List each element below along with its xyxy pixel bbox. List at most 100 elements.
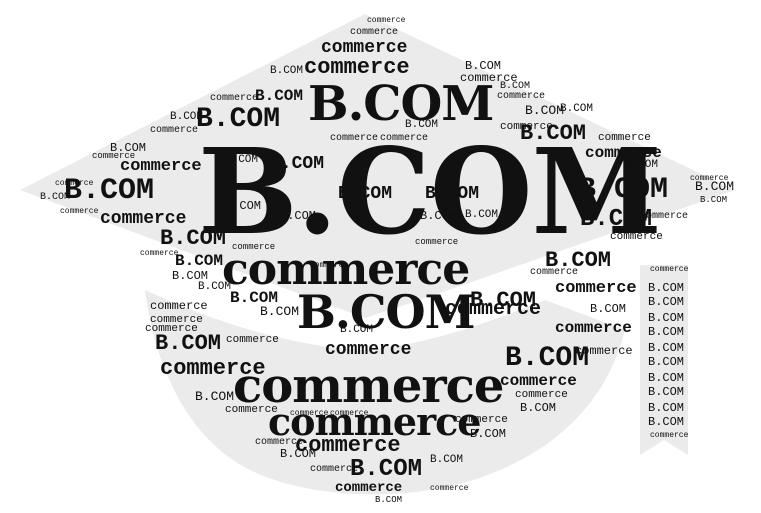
word-bcom: B.COM — [578, 173, 669, 207]
word-commerce: commerce — [55, 179, 94, 188]
word-bcom: B.COM — [545, 248, 612, 273]
word-bcom: B.COM — [270, 65, 304, 77]
word-bcom: B.COM — [580, 206, 653, 233]
word-bcom: B.COM — [648, 401, 685, 415]
word-bcom: B.COM — [648, 281, 685, 295]
word-commerce: commerce — [310, 261, 349, 270]
word-commerce: commerce — [650, 265, 689, 274]
word-bcom: B.COM — [260, 304, 300, 319]
word-bcom-top: B.COM — [308, 76, 494, 132]
word-commerce: commerce — [150, 314, 203, 326]
word-commerce: commerce — [150, 299, 208, 313]
word-commerce: commerce — [310, 464, 359, 475]
word-bcom: B.COM — [196, 104, 281, 135]
word-bcom: B.COM — [700, 195, 728, 205]
word-commerce: commerce — [330, 133, 379, 144]
word-bcom: B.COM — [525, 103, 565, 118]
word-commerce: commerce — [445, 298, 542, 321]
word-commerce: commerce — [120, 157, 202, 176]
word-bcom: B.COM — [225, 199, 262, 213]
word-commerce: commerce — [255, 437, 304, 448]
word-bcom: B.COM — [40, 192, 71, 203]
word-bcom: B.COM — [625, 159, 659, 171]
word-bcom: B.COM — [648, 325, 685, 339]
word-bcom: B.COM — [470, 427, 507, 441]
word-commerce: commerce — [92, 151, 136, 161]
word-bcom: B.COM — [695, 179, 735, 194]
word-commerce: commerce — [497, 91, 546, 102]
word-commerce: commerce — [555, 279, 637, 298]
word-bcom: B.COM — [420, 209, 457, 223]
word-bcom: B.COM — [648, 295, 685, 309]
word-commerce: commerce — [100, 209, 187, 229]
word-bcom: B.COM — [280, 447, 317, 461]
word-bcom: B.COM — [560, 103, 594, 115]
word-commerce: commerce — [330, 409, 369, 418]
word-commerce: commerce — [140, 249, 179, 258]
word-bcom: B.COM — [195, 389, 235, 404]
word-bcom: B.COM — [280, 209, 317, 223]
word-commerce: commerce — [150, 125, 199, 136]
word-commerce: commerce — [455, 414, 508, 426]
word-commerce: commerce — [640, 211, 689, 222]
word-commerce: commerce — [350, 27, 399, 38]
word-bcom: B.COM — [648, 355, 685, 369]
word-bcom: B.COM — [338, 184, 393, 204]
word-bcom: B.COM — [648, 385, 685, 399]
word-commerce: commerce — [321, 38, 408, 58]
word-commerce-bottom-2: commerce — [268, 399, 481, 444]
word-bcom: B.COM — [172, 269, 209, 283]
word-bcom: B.COM — [470, 288, 537, 313]
word-bcom: B.COM — [255, 87, 304, 105]
word-bcom: B.COM — [430, 454, 464, 466]
word-commerce: commerce — [304, 55, 410, 80]
word-bcom: B.COM — [160, 226, 227, 251]
word-commerce: commerce — [325, 340, 412, 360]
word-commerce: commerce — [575, 344, 633, 358]
word-commerce: commerce — [500, 372, 577, 390]
word-bcom: B.COM — [520, 401, 557, 415]
word-bcom: B.COM — [64, 174, 155, 208]
word-bcom: B.COM — [425, 184, 480, 204]
word-bcom: B.COM — [110, 141, 147, 155]
word-bcom: B.COM — [648, 371, 685, 385]
word-bcom: B.COM — [225, 154, 259, 166]
word-bcom-mid: B.COM — [297, 285, 475, 339]
word-commerce: commerce — [650, 431, 689, 440]
word-bcom: B.COM — [465, 59, 502, 73]
word-bcom: B.COM — [520, 121, 587, 146]
word-commerce: commerce — [690, 174, 729, 183]
word-commerce: commerce — [295, 433, 401, 458]
word-commerce: commerce — [160, 356, 266, 381]
word-bcom: B.COM — [648, 311, 685, 325]
word-bcom: B.COM — [465, 209, 499, 221]
word-commerce: commerce — [515, 389, 568, 401]
word-commerce: commerce — [380, 133, 429, 144]
word-bcom: B.COM — [198, 281, 232, 293]
word-bcom: B.COM — [230, 289, 279, 307]
word-bcom: B.COM — [648, 415, 685, 429]
word-commerce: commerce — [210, 93, 259, 104]
word-commerce: commerce — [598, 132, 651, 144]
word-bcom: B.COM — [350, 456, 423, 483]
word-commerce: commerce — [585, 144, 662, 162]
word-commerce: commerce — [60, 207, 99, 216]
word-bcom: B.COM — [375, 495, 403, 505]
word-bcom: B.COM — [170, 111, 204, 123]
word-commerce: commerce — [226, 334, 279, 346]
word-commerce: commerce — [430, 484, 469, 493]
word-commerce: commerce — [145, 323, 198, 335]
word-large-bcom: B.COM — [198, 122, 662, 261]
word-commerce: commerce — [500, 121, 553, 133]
word-bcom: B.COM — [648, 341, 685, 355]
word-commerce: commerce — [555, 319, 632, 337]
word-bcom: B.COM — [270, 154, 325, 174]
word-commerce: commerce — [367, 16, 406, 25]
word-commerce: commerce — [415, 237, 459, 247]
word-commerce: commerce — [232, 242, 276, 252]
word-commerce: commerce — [225, 404, 278, 416]
word-commerce: commerce — [290, 409, 329, 418]
word-commerce: commerce — [460, 71, 518, 85]
